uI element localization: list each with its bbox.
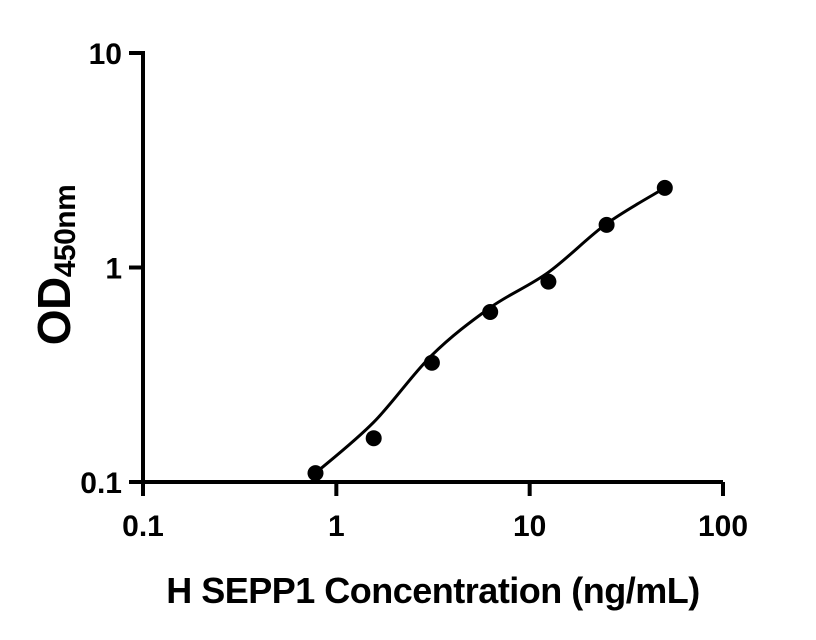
x-tick-label: 0.1 bbox=[122, 510, 164, 543]
fit-line bbox=[314, 186, 667, 475]
y-axis-title: OD450nm bbox=[27, 185, 83, 346]
y-axis-title-subscript: 450nm bbox=[49, 184, 82, 278]
data-point bbox=[482, 304, 499, 320]
data-point bbox=[365, 430, 382, 447]
data-point bbox=[540, 273, 557, 290]
y-tick-label: 10 bbox=[89, 38, 122, 71]
data-point bbox=[307, 465, 324, 482]
y-tick-label: 1 bbox=[105, 253, 122, 286]
x-tick-label: 1 bbox=[328, 510, 345, 543]
data-point bbox=[423, 354, 440, 371]
x-tick-label: 10 bbox=[513, 510, 546, 543]
y-axis-title-main: OD bbox=[28, 277, 80, 346]
x-axis-title: H SEPP1 Concentration (ng/mL) bbox=[166, 570, 700, 611]
data-point bbox=[656, 179, 673, 196]
x-tick-label: 100 bbox=[698, 510, 748, 543]
y-tick-label: 0.1 bbox=[80, 467, 122, 500]
data-point bbox=[598, 216, 615, 233]
